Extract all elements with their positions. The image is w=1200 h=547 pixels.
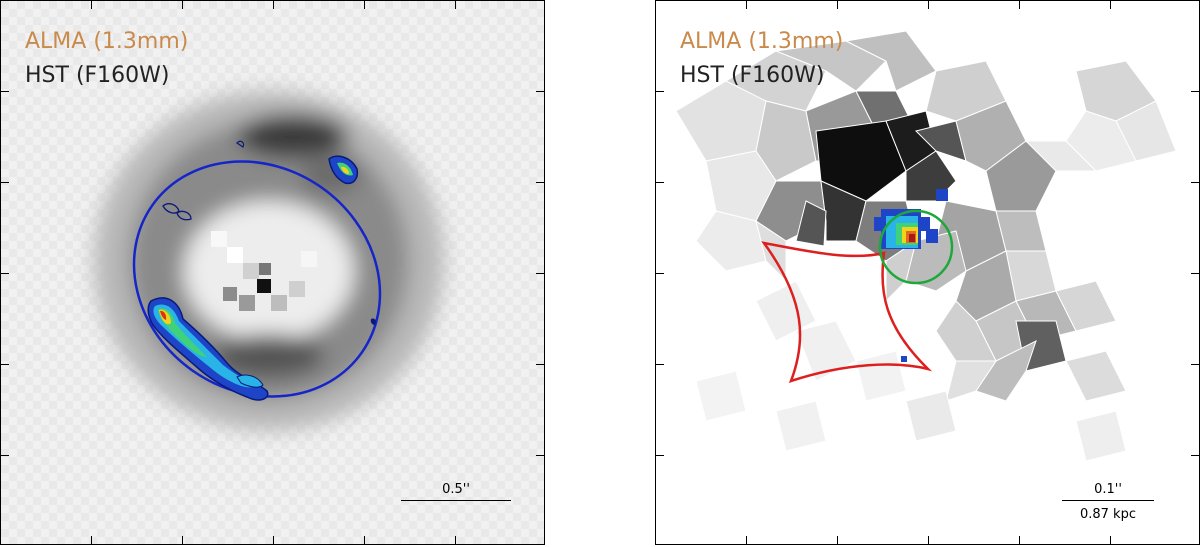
lens-galaxy-pixels	[211, 231, 317, 311]
tick	[536, 455, 544, 456]
right-hst-voronoi-image	[656, 1, 1199, 544]
source-circle	[878, 209, 954, 285]
alma-label: ALMA (1.3mm)	[25, 29, 189, 54]
tick	[1191, 273, 1199, 274]
tick	[536, 364, 544, 365]
voronoi-cells	[675, 30, 1177, 462]
tick	[182, 536, 183, 544]
tick	[273, 1, 274, 9]
tick	[746, 536, 747, 544]
scalebar-label-kpc: 0.87 kpc	[1079, 507, 1136, 522]
tick	[1, 455, 9, 456]
alma-contours-arc	[147, 297, 269, 401]
tick	[656, 91, 664, 92]
tick	[1191, 364, 1199, 365]
tick	[1019, 536, 1020, 544]
hst-label: HST (F160W)	[25, 63, 170, 88]
tick	[656, 273, 664, 274]
tick	[1, 364, 9, 365]
lensed-ring	[94, 91, 444, 431]
left-panel-image-plane: ALMA (1.3mm) HST (F160W) 0.5''	[0, 0, 545, 545]
tick	[928, 536, 929, 544]
tick	[656, 364, 664, 365]
right-panel-source-plane: ALMA (1.3mm) HST (F160W) 0.1'' 0.87 kpc	[655, 0, 1200, 545]
tick	[536, 182, 544, 183]
caustic-curve	[761, 241, 933, 383]
hst-label: HST (F160W)	[680, 63, 825, 88]
left-hst-image	[1, 1, 544, 544]
tick	[656, 182, 664, 183]
tick	[746, 1, 747, 9]
tick	[928, 1, 929, 9]
tick	[455, 536, 456, 544]
tick	[273, 536, 274, 544]
tick	[1110, 1, 1111, 9]
tick	[91, 536, 92, 544]
scalebar	[1062, 500, 1154, 501]
tick	[656, 455, 664, 456]
einstein-ellipse	[132, 160, 382, 398]
tick	[837, 1, 838, 9]
scalebar-label: 0.1''	[1094, 482, 1122, 497]
tick	[364, 1, 365, 9]
tick	[536, 91, 544, 92]
tick	[1191, 455, 1199, 456]
tick	[1110, 536, 1111, 544]
tick	[182, 1, 183, 9]
tick	[364, 536, 365, 544]
tick	[837, 536, 838, 544]
tick	[455, 1, 456, 9]
tick	[1, 182, 9, 183]
tick	[1191, 182, 1199, 183]
tick	[91, 1, 92, 9]
alma-contours-upper	[162, 140, 376, 325]
scalebar	[401, 500, 511, 501]
tick	[1019, 1, 1020, 9]
tick	[1, 91, 9, 92]
tick	[1, 273, 9, 274]
tick	[1191, 91, 1199, 92]
scalebar-label: 0.5''	[442, 482, 470, 497]
tick	[536, 273, 544, 274]
alma-label: ALMA (1.3mm)	[680, 29, 844, 54]
